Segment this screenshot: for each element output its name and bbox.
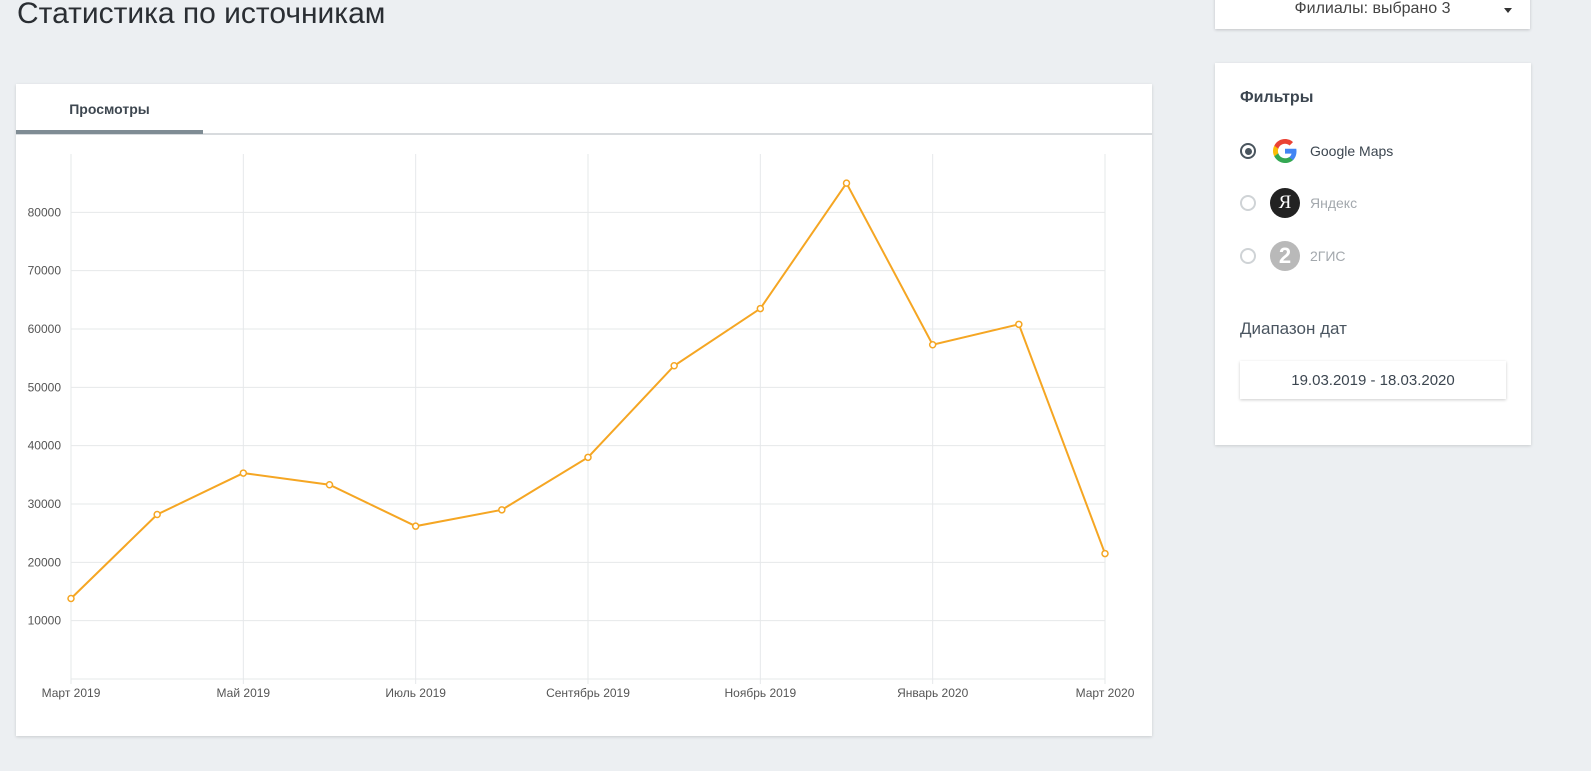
y-tick-label: 10000	[28, 614, 62, 628]
x-tick-label: Март 2020	[1076, 686, 1135, 700]
date-range-value: 19.03.2019 - 18.03.2020	[1291, 371, 1455, 389]
2gis-icon: 2	[1270, 241, 1300, 271]
source-label-google-maps: Google Maps	[1310, 143, 1394, 159]
source-option-2gis[interactable]: 2 2ГИС	[1240, 239, 1346, 273]
active-tab-indicator	[16, 130, 203, 134]
y-tick-label: 20000	[28, 555, 62, 569]
data-point	[842, 179, 851, 187]
yandex-icon: Я	[1270, 188, 1300, 218]
data-point	[1015, 320, 1023, 329]
branches-dropdown[interactable]: Филиалы: выбрано 3	[1215, 0, 1530, 29]
radio-google-maps[interactable]	[1240, 143, 1256, 159]
data-point	[670, 362, 678, 370]
source-label-2gis: 2ГИС	[1310, 248, 1346, 264]
filters-panel: Фильтры Google Maps Я Яндекс 2 2ГИС Диап…	[1215, 63, 1531, 445]
data-point	[756, 304, 765, 313]
tab-views-label: Просмотры	[69, 100, 150, 117]
views-line-chart: 10000 20000 30000 40000 50000 60000 70000 80000…	[28, 154, 1135, 700]
y-tick-label: 40000	[28, 439, 62, 453]
tab-bar: Просмотры	[16, 84, 1152, 135]
y-tick-label: 80000	[28, 205, 62, 219]
data-point	[411, 522, 420, 530]
radio-yandex[interactable]	[1240, 195, 1256, 211]
date-range-picker[interactable]: 19.03.2019 - 18.03.2020	[1240, 361, 1506, 399]
y-tick-label: 70000	[28, 264, 62, 278]
data-point	[498, 506, 506, 514]
radio-2gis[interactable]	[1240, 248, 1256, 264]
filters-title: Фильтры	[1240, 89, 1314, 106]
google-icon	[1270, 136, 1300, 166]
chart-card: Просмотры 10000 20000 30000 40000 50000 60000…	[16, 84, 1152, 736]
source-label-yandex: Яндекс	[1310, 195, 1358, 211]
y-tick-label: 30000	[28, 497, 62, 511]
data-point	[239, 469, 248, 477]
y-tick-label: 50000	[28, 380, 62, 394]
data-point	[1101, 549, 1109, 558]
x-tick-label: Ноябрь 2019	[724, 686, 796, 700]
date-range-title: Диапазон дат	[1240, 319, 1347, 338]
x-tick-label: Сентябрь 2019	[546, 686, 630, 700]
x-tick-label: Май 2019	[217, 686, 271, 700]
x-tick-label: Июль 2019	[385, 686, 446, 700]
data-point	[153, 510, 161, 519]
source-option-google-maps[interactable]: Google Maps	[1240, 134, 1393, 168]
page-title: Статистика по источникам	[17, 0, 386, 30]
branches-dropdown-label: Филиалы: выбрано 3	[1294, 0, 1451, 17]
x-tick-label: Январь 2020	[897, 686, 968, 700]
source-option-yandex[interactable]: Я Яндекс	[1240, 186, 1357, 220]
y-tick-label: 60000	[28, 322, 62, 336]
data-point	[325, 481, 334, 489]
data-point	[928, 341, 937, 349]
data-point	[67, 594, 75, 603]
data-point	[584, 453, 592, 462]
x-tick-label: Март 2019	[42, 686, 101, 700]
caret-down-icon	[1504, 8, 1512, 13]
tab-views[interactable]: Просмотры	[16, 84, 203, 133]
